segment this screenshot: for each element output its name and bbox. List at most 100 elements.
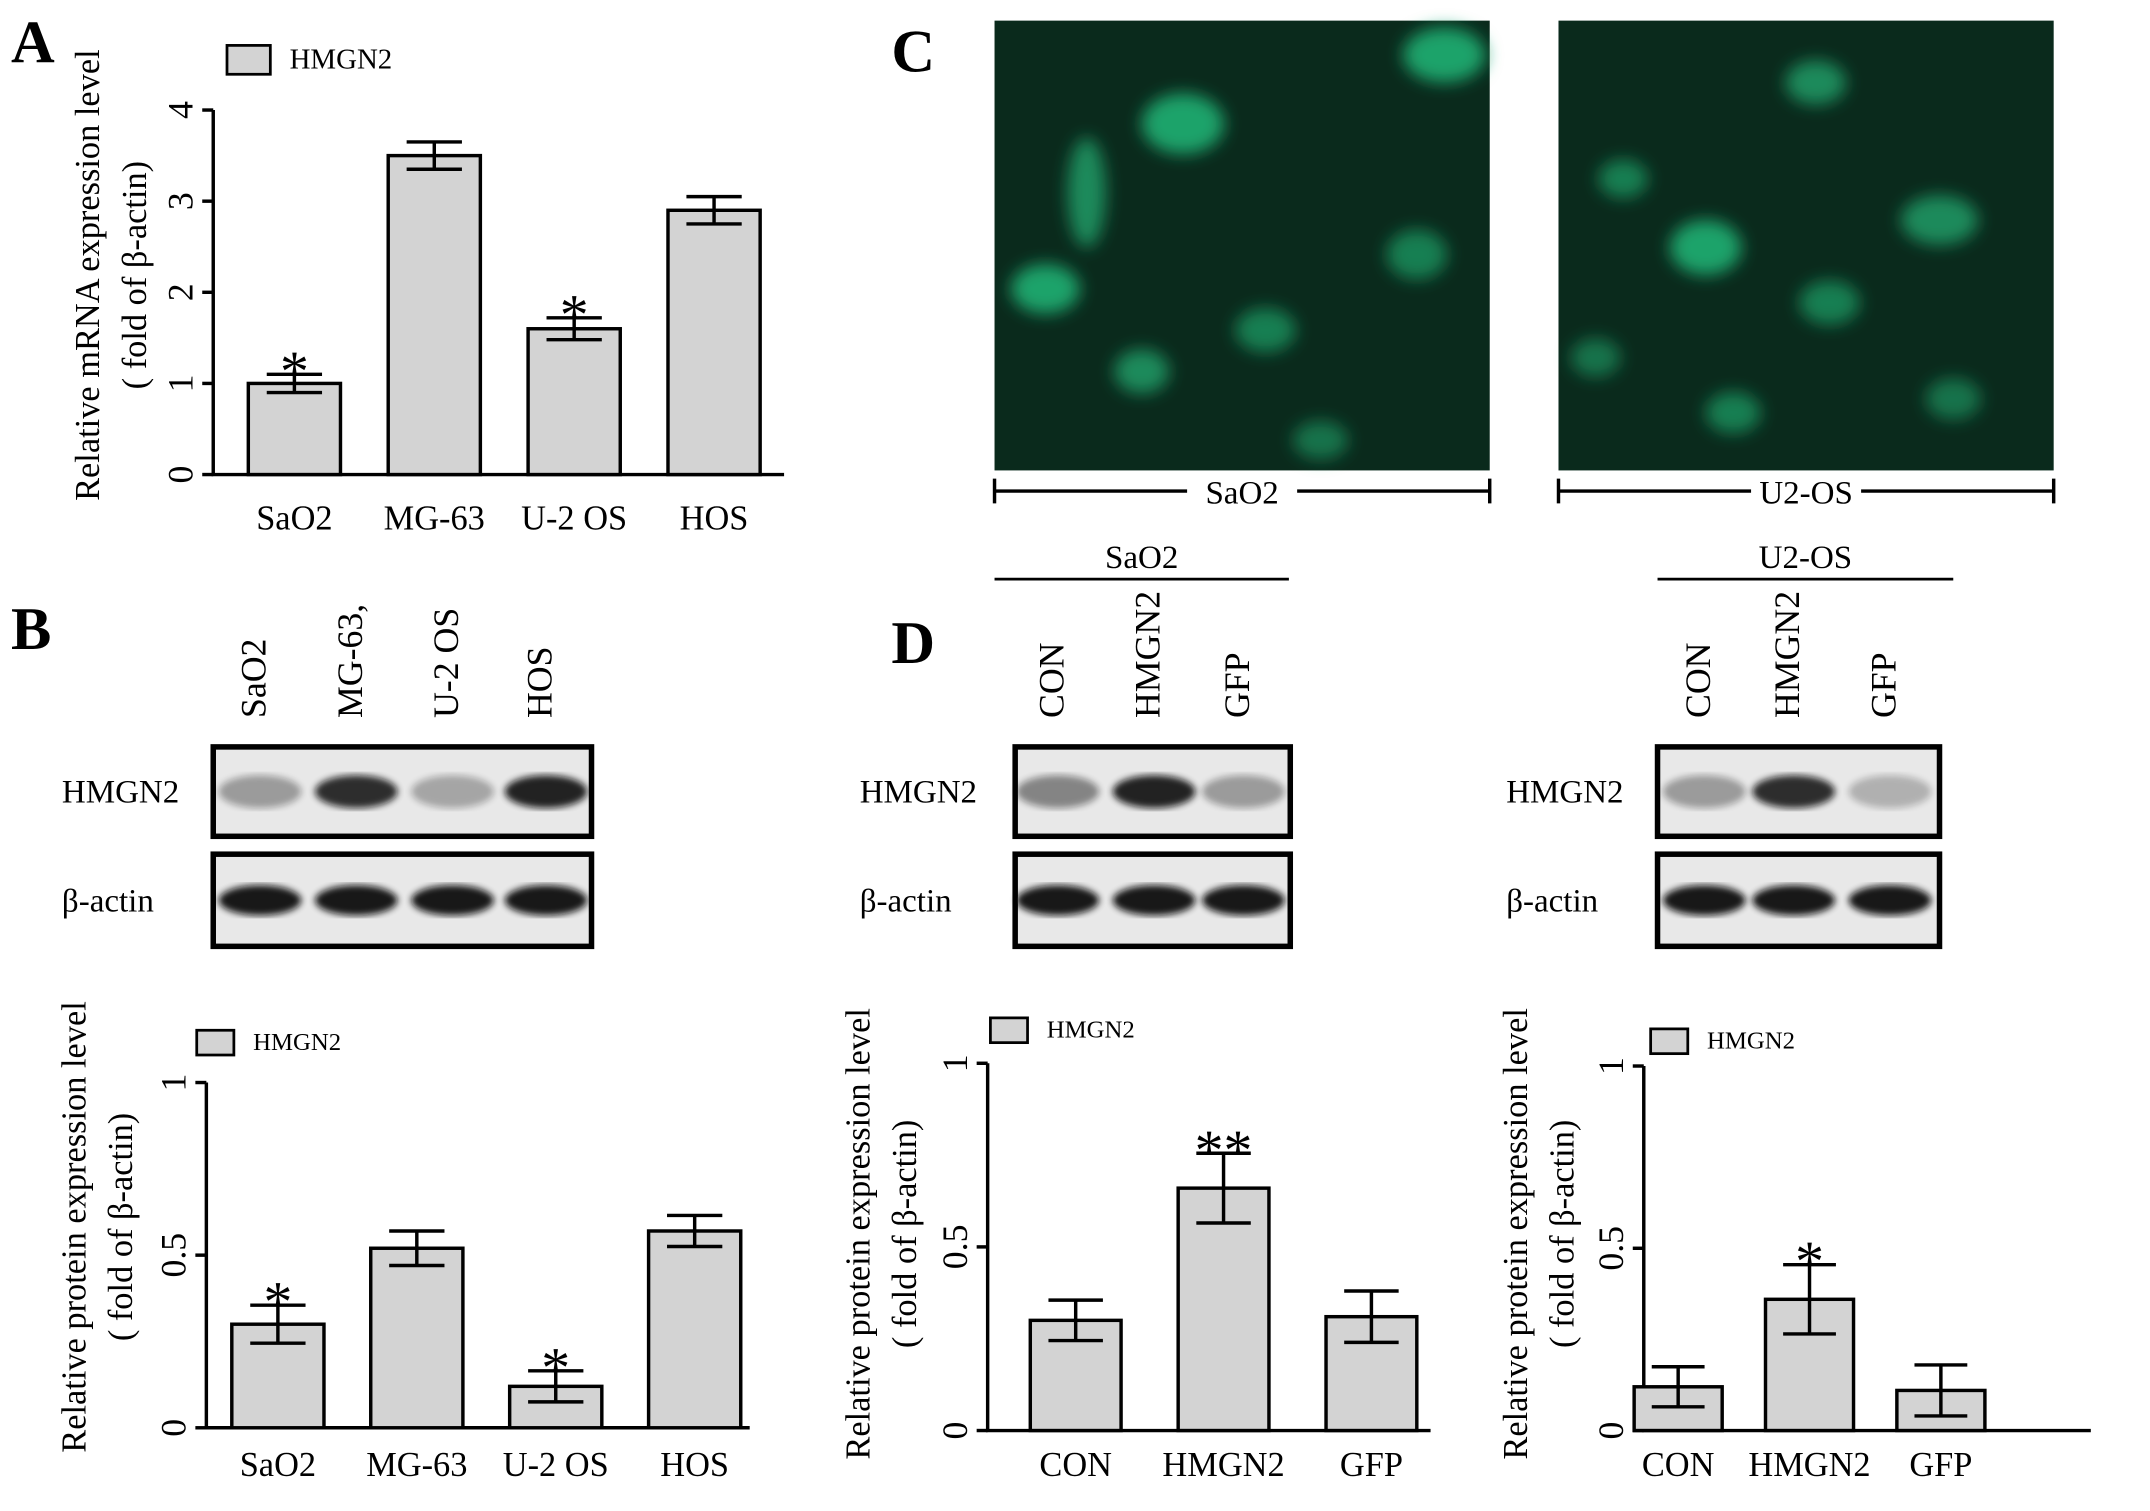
group-label: U2-OS [1759, 540, 1853, 576]
y-tick-label: 0 [154, 1419, 194, 1437]
y-tick-label: 4 [161, 101, 201, 119]
blot-band [1202, 775, 1285, 809]
x-tick-label: CON [1642, 1446, 1715, 1484]
y-axis-label: Relative protein expression level [839, 1008, 877, 1460]
row-label: HMGN2 [860, 775, 977, 811]
y-axis-label: Relative protein expression level [1497, 1008, 1535, 1460]
image-label: SaO2 [1205, 475, 1278, 511]
lane-label: CON [1031, 643, 1071, 718]
y-tick-label: 1 [154, 1074, 194, 1092]
legend-swatch [989, 1016, 1029, 1045]
y-tick-label: 0 [935, 1422, 975, 1440]
y-tick-label: 1 [1591, 1057, 1631, 1075]
error-bar [528, 1369, 584, 1404]
significance-mark: ** [1195, 1120, 1253, 1183]
lane-label: HMGN2 [1767, 591, 1807, 718]
blot-band [1663, 885, 1746, 916]
y-axis-label: ( fold of β-actin) [1544, 1120, 1582, 1348]
significance-mark: * [541, 1337, 570, 1400]
error-bar [1651, 1365, 1705, 1409]
blot-band [411, 775, 494, 809]
micrograph [1558, 20, 2054, 471]
x-tick-label: MG-63 [366, 1446, 467, 1484]
legend-label: HMGN2 [1707, 1028, 1795, 1055]
x-tick-label: U-2 OS [503, 1446, 609, 1484]
significance-mark: * [1795, 1231, 1824, 1294]
bar [369, 1246, 465, 1430]
x-tick-label: U-2 OS [521, 500, 627, 538]
lane-label: SaO2 [234, 639, 274, 718]
blot-band [504, 775, 588, 809]
error-bar [1914, 1363, 1968, 1418]
lane-label: CON [1678, 643, 1718, 718]
lane-label: U-2 OS [426, 608, 466, 718]
error-bar [686, 194, 742, 226]
significance-mark: * [280, 341, 309, 404]
error-bar [1344, 1289, 1399, 1345]
blot-band [1752, 775, 1835, 809]
axes [1642, 1066, 2091, 1433]
lane-label: GFP [1863, 652, 1903, 718]
x-tick-label: CON [1039, 1446, 1112, 1484]
legend-label: HMGN2 [290, 44, 393, 76]
panel-label: C [891, 19, 935, 86]
error-bar [1196, 1151, 1251, 1225]
y-tick-label: 0 [161, 466, 201, 484]
micrograph [994, 20, 1490, 471]
x-tick-label: MG-63 [384, 500, 485, 538]
blot-band [1848, 775, 1932, 809]
y-tick-label: 0.5 [1591, 1226, 1631, 1271]
error-bar [1048, 1298, 1103, 1343]
row-label: HMGN2 [1506, 775, 1623, 811]
image-label: U2-OS [1759, 475, 1853, 511]
legend-swatch [195, 1028, 236, 1057]
y-tick-label: 1 [161, 374, 201, 392]
lane-label: HMGN2 [1128, 591, 1168, 718]
bar [246, 381, 343, 477]
lane-label: GFP [1217, 652, 1257, 718]
blot-band [1202, 885, 1285, 916]
panel-label: B [11, 596, 51, 663]
x-tick-label: SaO2 [256, 500, 332, 538]
blot-band [1848, 885, 1932, 916]
x-tick-label: HMGN2 [1162, 1446, 1284, 1484]
row-label: β-actin [62, 883, 154, 919]
bar [666, 208, 762, 477]
row-label: β-actin [860, 883, 952, 919]
y-axis-label: ( fold of β-actin) [102, 1113, 140, 1341]
blot-band [315, 885, 398, 916]
error-bar [406, 140, 462, 171]
group-label: SaO2 [1105, 540, 1178, 576]
y-axis-label: Relative mRNA expression level [69, 49, 107, 501]
x-tick-label: HOS [680, 500, 749, 538]
row-label: β-actin [1506, 883, 1598, 919]
error-bar [266, 372, 323, 395]
error-bar [250, 1303, 306, 1345]
blot-band [315, 775, 398, 809]
legend-label: HMGN2 [253, 1029, 341, 1056]
row-label: HMGN2 [62, 775, 179, 811]
y-tick-label: 0.5 [154, 1233, 194, 1278]
blot-band [504, 885, 588, 916]
error-bar [1783, 1262, 1836, 1336]
x-tick-label: HMGN2 [1748, 1446, 1870, 1484]
panel-label: A [11, 9, 55, 76]
x-tick-label: HOS [660, 1446, 729, 1484]
y-axis-label: Relative protein expression level [55, 1001, 93, 1453]
panel-label: D [891, 610, 935, 677]
y-tick-label: 1 [935, 1054, 975, 1072]
blot-band [218, 775, 302, 809]
y-tick-label: 2 [161, 283, 201, 301]
blot-band [411, 885, 494, 916]
y-tick-label: 0.5 [935, 1225, 975, 1270]
blot-band [1016, 885, 1100, 916]
lane-label: MG-63, [330, 604, 370, 718]
x-tick-label: GFP [1340, 1446, 1403, 1484]
error-bar [546, 316, 602, 342]
blot-band [1016, 775, 1100, 809]
error-bar [389, 1229, 445, 1268]
blot-band [1112, 885, 1196, 916]
y-tick-label: 0 [1591, 1422, 1631, 1440]
blot-band [1752, 885, 1835, 916]
